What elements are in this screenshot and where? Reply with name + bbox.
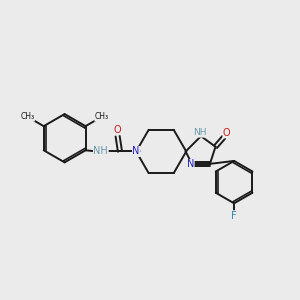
Text: N: N	[133, 146, 140, 157]
Text: O: O	[114, 125, 122, 135]
Text: N: N	[187, 159, 194, 170]
Text: CH₃: CH₃	[95, 112, 109, 121]
Text: CH₃: CH₃	[20, 112, 34, 121]
Text: F: F	[231, 211, 237, 221]
Text: NH: NH	[94, 146, 108, 157]
Text: N: N	[133, 146, 140, 157]
Text: O: O	[223, 128, 230, 138]
Text: NH: NH	[193, 128, 206, 137]
